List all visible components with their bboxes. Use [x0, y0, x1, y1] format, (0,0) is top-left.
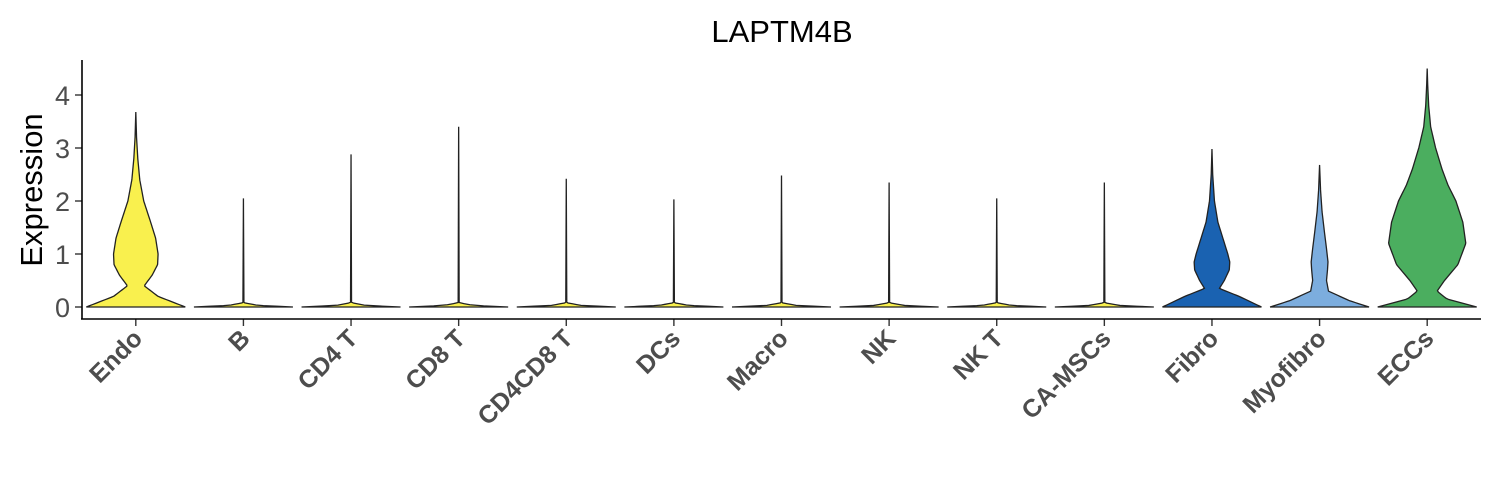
violin-fibro [1162, 149, 1262, 308]
violin-nk [839, 182, 939, 308]
y-axis-label: Expression [14, 113, 49, 266]
x-tick-label: CA-MSCs [1016, 324, 1116, 424]
violin-endo [86, 111, 186, 308]
x-tick-label: Macro [722, 324, 794, 396]
x-ticks-group: Endo B CD4 T CD8 T CD4CD8 T DCs Macro NK NK T CA-… [84, 319, 1439, 431]
x-tick-label: NK [856, 324, 901, 369]
y-tick-label: 1 [55, 240, 70, 270]
violin-dcs [624, 199, 724, 308]
y-tick-label: 2 [55, 187, 70, 217]
y-tick-label: 0 [55, 293, 70, 323]
violin-b [193, 198, 293, 308]
violin-cd4-t [301, 154, 401, 308]
violin-macro [731, 175, 832, 308]
violin-eccs [1377, 68, 1477, 308]
x-tick-label: B [223, 324, 256, 357]
violin-nk-t [947, 198, 1047, 308]
violin-ca-mscs [1054, 182, 1154, 308]
violin-cd8-t [409, 126, 509, 308]
x-tick-label: DCs [631, 324, 686, 379]
y-tick-label: 4 [55, 81, 70, 111]
x-tick-label: Myofibro [1237, 324, 1331, 418]
x-tick-label: CD4 T [292, 324, 363, 395]
chart-title: LAPTM4B [711, 14, 852, 49]
violins-group [86, 68, 1477, 308]
x-tick-label: Endo [84, 324, 148, 388]
y-tick-label: 3 [55, 134, 70, 164]
violin-cd4cd8-t [516, 178, 616, 308]
x-tick-label: NK T [948, 324, 1009, 385]
x-tick-label: CD4CD8 T [472, 324, 578, 430]
x-tick-label: Fibro [1160, 324, 1224, 388]
x-tick-label: CD8 T [400, 324, 471, 395]
violin-myofibro [1269, 164, 1370, 308]
x-tick-label: ECCs [1372, 324, 1439, 391]
y-ticks-group: 0 1 2 3 4 [55, 81, 82, 323]
